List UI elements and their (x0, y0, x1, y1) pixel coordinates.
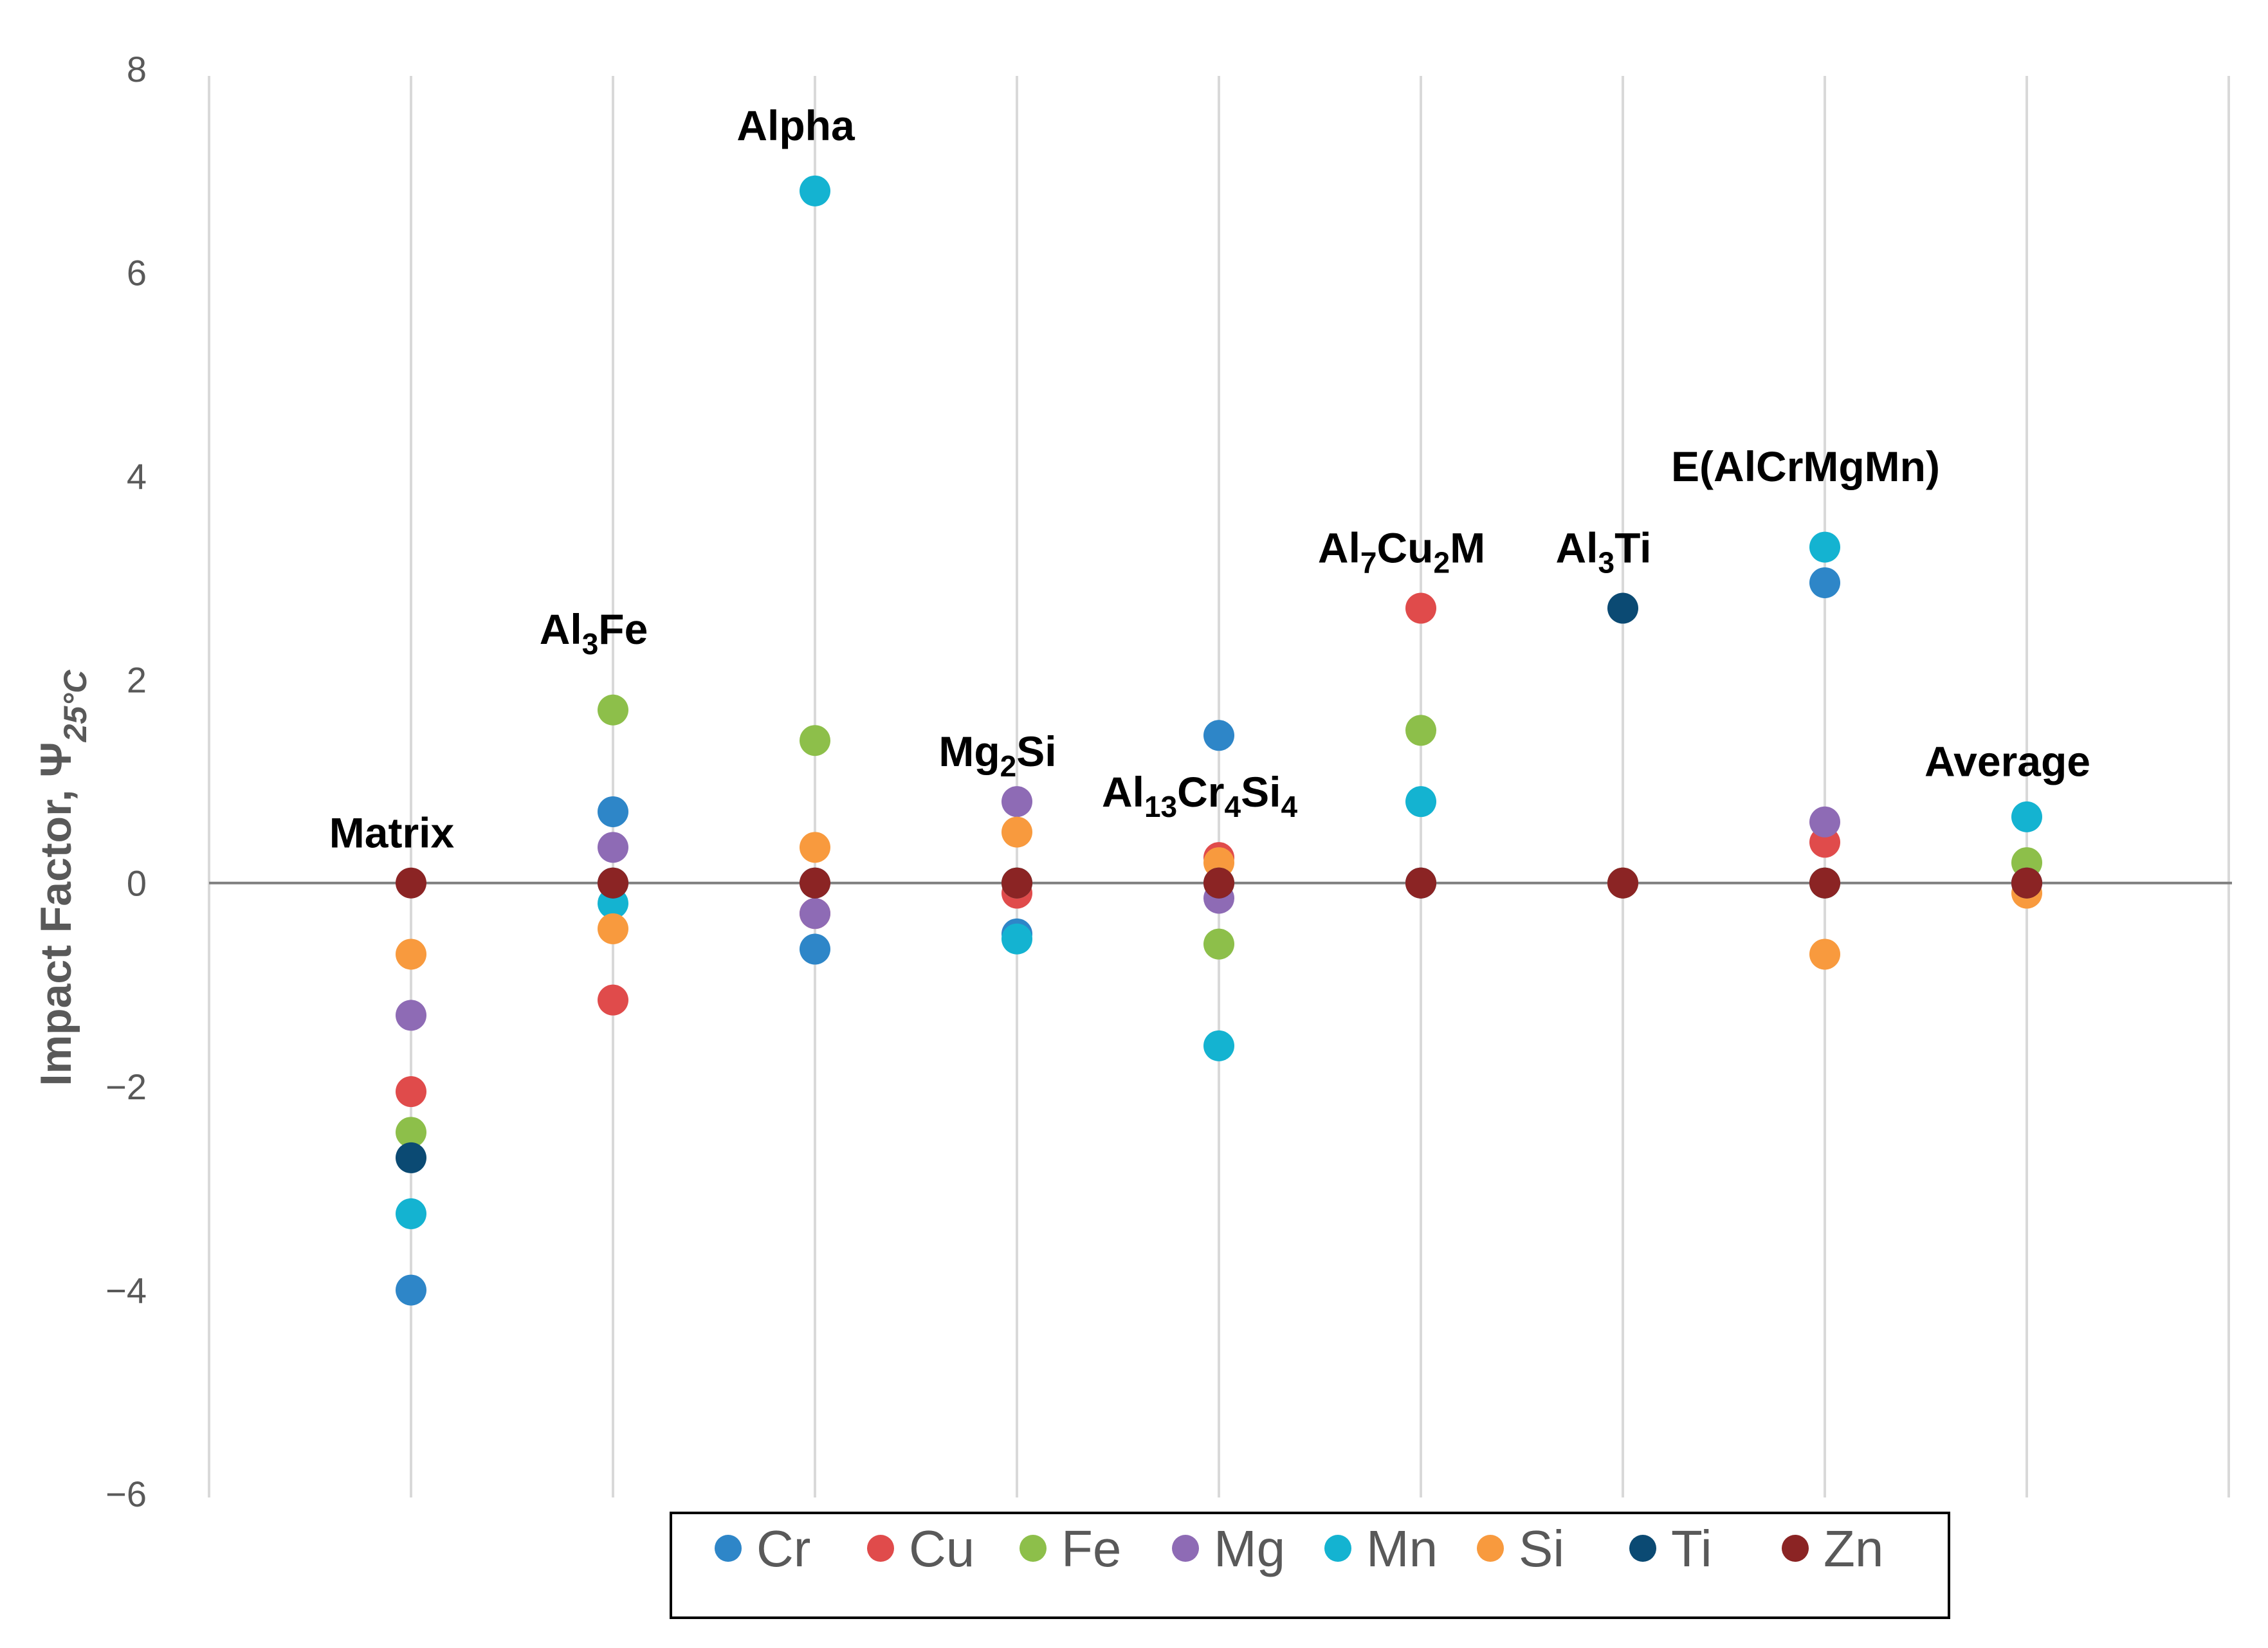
point-cu (396, 1076, 426, 1108)
legend-label-cu: Cu (909, 1520, 974, 1577)
point-zn (1809, 867, 1840, 899)
point-mn (800, 175, 830, 206)
phase-label: Alpha (736, 102, 855, 149)
point-zn (1607, 867, 1638, 899)
point-fe (396, 1117, 426, 1148)
point-zn (1405, 867, 1436, 899)
legend-marker-fe (1020, 1535, 1047, 1562)
point-mn (1809, 531, 1840, 563)
legend-marker-cr (715, 1535, 742, 1562)
legend-label-mn: Mn (1366, 1520, 1438, 1577)
point-mg (396, 1000, 426, 1031)
phase-label: Mg2Si (938, 728, 1056, 783)
point-si (598, 913, 628, 944)
point-fe (1203, 928, 1234, 960)
point-zn (1203, 867, 1234, 899)
y-axis-label-subscript: 25°C (57, 670, 93, 743)
point-zn (396, 867, 426, 899)
legend-label-si: Si (1519, 1520, 1564, 1577)
point-si (396, 938, 426, 970)
point-fe (598, 694, 628, 726)
point-mn (1001, 923, 1032, 955)
phase-label: Al3Ti (1555, 524, 1651, 579)
point-ti (1607, 592, 1638, 624)
y-tick-label: 2 (127, 659, 147, 700)
y-tick-label: −6 (105, 1474, 147, 1514)
point-cr (396, 1274, 426, 1306)
legend-marker-cu (867, 1535, 894, 1562)
point-cr (1809, 567, 1840, 598)
legend-label-zn: Zn (1824, 1520, 1883, 1577)
point-si (1001, 816, 1032, 848)
point-cu (598, 984, 628, 1016)
data-points (396, 175, 2042, 1306)
phase-label: Al3Fe (540, 605, 648, 661)
phase-label: Al7Cu2M (1318, 524, 1485, 579)
point-zn (1001, 867, 1032, 899)
point-ti (396, 1142, 426, 1173)
y-tick-label: 4 (127, 456, 147, 497)
y-tick-label: −2 (105, 1067, 147, 1107)
point-cu (1405, 592, 1436, 624)
y-axis-ticks: −6 −4 −2 0 2 4 6 8 (105, 49, 147, 1514)
phase-label: E(AlCrMgMn) (1671, 443, 1940, 490)
point-mn (396, 1198, 426, 1229)
legend-marker-ti (1629, 1535, 1656, 1562)
point-cr (800, 933, 830, 965)
legend-label-mg: Mg (1214, 1520, 1285, 1577)
y-axis-label: Impact Factor, Ψ25°C (32, 670, 93, 1086)
legend-marker-zn (1782, 1535, 1809, 1562)
legend-box (670, 1512, 1950, 1619)
point-mn (2011, 801, 2042, 832)
point-mg (1001, 786, 1032, 818)
y-tick-label: 0 (127, 863, 147, 904)
point-mg (800, 898, 830, 929)
point-fe (800, 725, 830, 756)
phase-label: Average (1925, 738, 2090, 785)
point-cr (598, 796, 628, 827)
point-mg (1809, 806, 1840, 838)
point-cr (1203, 720, 1234, 751)
legend-marker-mg (1172, 1535, 1199, 1562)
y-tick-label: 8 (127, 49, 147, 89)
point-si (1809, 938, 1840, 970)
point-fe (1405, 715, 1436, 746)
y-tick-label: −4 (105, 1270, 147, 1311)
point-mg (598, 832, 628, 863)
phase-label: Al13Cr4Si4 (1102, 768, 1297, 823)
legend-label-cr: Cr (756, 1520, 810, 1577)
phase-annotations: Matrix Al3Fe Alpha Mg2Si Al13Cr4Si4 Al7Cu2M Al… (329, 102, 2090, 857)
legend-items: Cr Cu Fe Mg Mn Si Ti Zn (715, 1520, 1883, 1577)
point-zn (800, 867, 830, 899)
point-zn (2011, 867, 2042, 899)
y-axis-label-main: Impact Factor, Ψ (32, 742, 80, 1086)
point-mn (1203, 1030, 1234, 1061)
legend-label-ti: Ti (1671, 1520, 1712, 1577)
legend-marker-mn (1324, 1535, 1351, 1562)
y-tick-label: 6 (127, 252, 147, 293)
point-si (800, 832, 830, 863)
point-zn (598, 867, 628, 899)
legend-marker-si (1477, 1535, 1504, 1562)
legend: Cr Cu Fe Mg Mn Si Ti Zn (670, 1512, 1950, 1619)
point-mn (1405, 786, 1436, 818)
legend-label-fe: Fe (1061, 1520, 1121, 1577)
phase-label: Matrix (329, 809, 455, 856)
